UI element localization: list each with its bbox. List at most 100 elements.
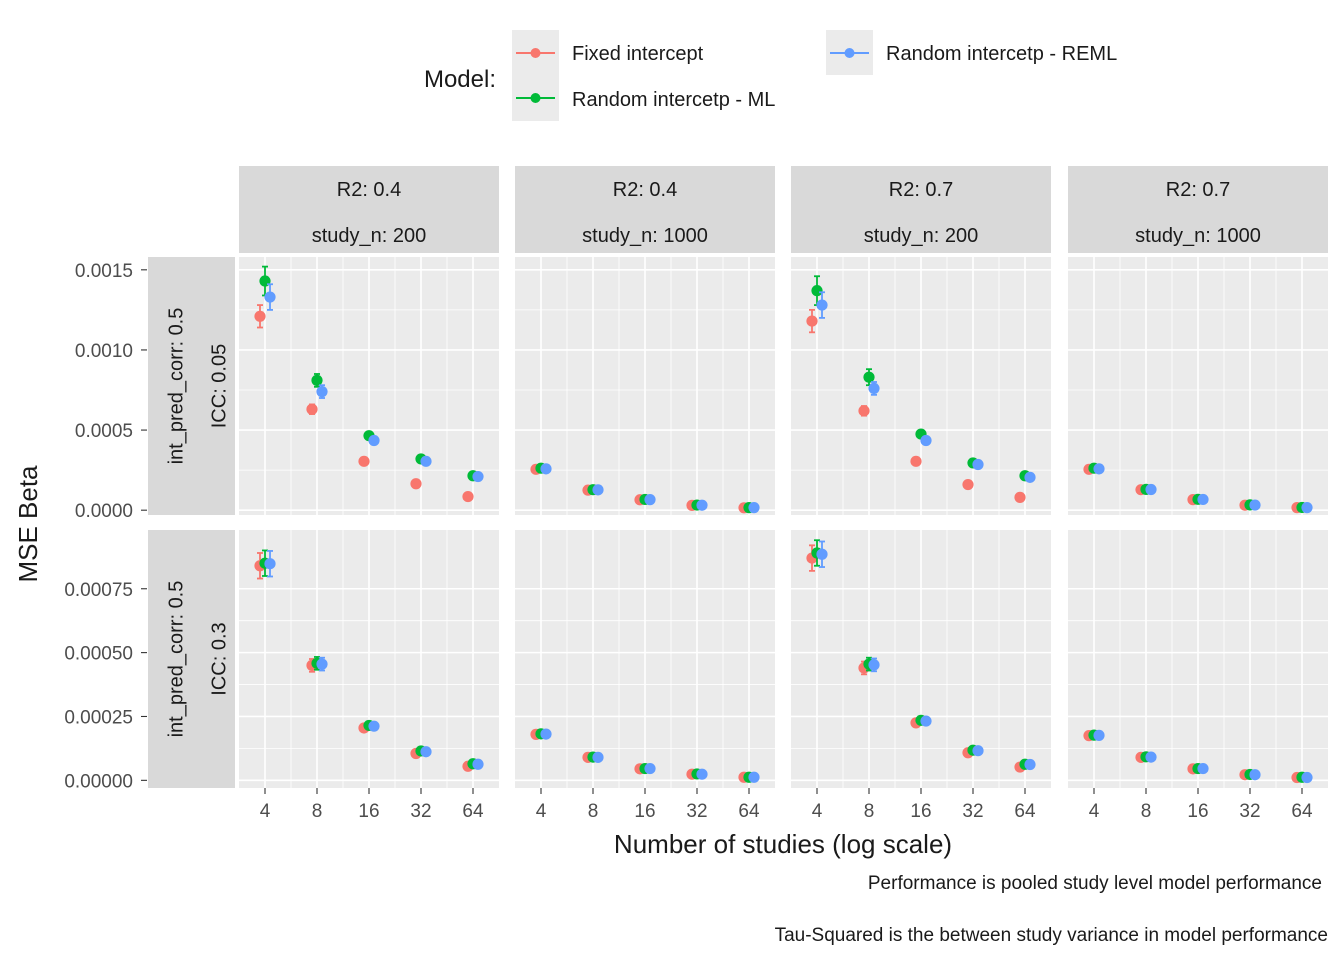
data-point xyxy=(920,434,932,447)
column-strip xyxy=(515,166,775,253)
x-tick-label: 4 xyxy=(260,801,271,822)
data-point xyxy=(1145,483,1157,496)
legend-key-point xyxy=(844,48,855,58)
data-point xyxy=(1197,762,1209,775)
row-strip-label-icc: ICC: 0.3 xyxy=(208,622,230,695)
x-tick-label: 64 xyxy=(1291,801,1313,822)
x-tick-label: 4 xyxy=(536,801,547,822)
data-point xyxy=(306,403,318,415)
data-point xyxy=(972,745,984,757)
x-tick-label: 64 xyxy=(1014,801,1036,822)
x-tick-label: 8 xyxy=(1141,801,1152,822)
column-strip-label-study-n: study_n: 200 xyxy=(312,225,427,247)
x-tick-label: 4 xyxy=(1089,801,1100,822)
x-tick-label: 32 xyxy=(410,801,431,822)
data-point xyxy=(264,558,276,570)
data-point xyxy=(1093,463,1105,475)
legend-label: Fixed intercept xyxy=(572,43,704,65)
data-point xyxy=(462,490,474,503)
y-tick-label: 0.0005 xyxy=(75,421,133,442)
row-strip xyxy=(148,257,235,515)
data-point xyxy=(858,405,870,417)
y-axis-title: MSE Beta xyxy=(13,465,43,583)
column-strip-label-study-n: study_n: 200 xyxy=(864,225,979,247)
legend-key-point xyxy=(530,48,541,58)
data-point xyxy=(368,434,380,447)
x-tick-label: 32 xyxy=(686,801,707,822)
y-tick-label: 0.0015 xyxy=(75,261,133,282)
data-point xyxy=(1014,491,1026,503)
y-tick-label: 0.00075 xyxy=(64,580,133,601)
data-point xyxy=(920,715,932,727)
data-point xyxy=(1145,751,1157,763)
data-point xyxy=(863,371,875,383)
column-strip-label-r2: R2: 0.7 xyxy=(889,179,953,201)
data-point xyxy=(368,720,380,732)
x-tick-label: 64 xyxy=(462,801,484,822)
column-strip xyxy=(1068,166,1328,253)
data-point xyxy=(811,285,823,297)
row-strip-label-icc: ICC: 0.05 xyxy=(208,344,230,428)
data-point xyxy=(868,382,880,395)
data-point xyxy=(696,768,708,780)
data-point xyxy=(1301,502,1313,514)
row-strip-label-corr: int_pred_corr: 0.5 xyxy=(165,308,187,465)
panel xyxy=(1068,257,1328,515)
y-tick-label: 0.00050 xyxy=(64,644,133,665)
data-point xyxy=(472,758,484,770)
x-tick-label: 32 xyxy=(1239,801,1260,822)
legend-entry-random-intercept-ml: Random intercetp - ML xyxy=(516,89,775,111)
column-strip-label-study-n: study_n: 1000 xyxy=(1135,225,1261,247)
data-point xyxy=(358,455,370,467)
data-point xyxy=(868,659,880,671)
data-point xyxy=(264,291,276,303)
y-tick-label: 0.0000 xyxy=(75,501,133,522)
data-point xyxy=(592,751,604,763)
panel xyxy=(515,257,775,515)
data-point xyxy=(1197,493,1209,506)
column-strip-label-r2: R2: 0.4 xyxy=(613,179,677,201)
x-tick-label: 16 xyxy=(634,801,655,822)
legend-title: Model: xyxy=(424,66,496,93)
data-point xyxy=(644,762,656,775)
y-tick-label: 0.0010 xyxy=(75,341,133,362)
data-point xyxy=(316,658,328,670)
x-tick-label: 16 xyxy=(358,801,379,822)
data-point xyxy=(644,494,656,506)
x-tick-label: 16 xyxy=(1187,801,1208,822)
data-point xyxy=(806,315,818,327)
data-point xyxy=(254,310,266,322)
data-point xyxy=(1024,471,1036,483)
data-point xyxy=(592,484,604,496)
x-tick-label: 8 xyxy=(864,801,875,822)
legend-entry-random-intercept-reml: Random intercetp - REML xyxy=(830,43,1117,65)
panel xyxy=(791,257,1051,515)
data-point xyxy=(472,470,484,483)
data-point xyxy=(972,458,984,471)
panel xyxy=(791,530,1051,788)
x-tick-label: 32 xyxy=(962,801,983,822)
data-point xyxy=(540,463,552,475)
panel xyxy=(1068,530,1328,788)
x-tick-label: 16 xyxy=(910,801,931,822)
x-tick-label: 64 xyxy=(738,801,760,822)
panel xyxy=(239,530,499,788)
data-point xyxy=(748,771,760,783)
legend-key-background xyxy=(512,30,559,121)
caption-2: Tau-Squared is the between study varianc… xyxy=(775,925,1328,946)
data-point xyxy=(316,386,328,398)
data-point xyxy=(1249,499,1261,511)
legend-label: Random intercetp - REML xyxy=(886,43,1117,65)
legend: Model: Fixed intercept Random intercetp … xyxy=(424,30,1117,121)
data-point xyxy=(420,455,432,467)
column-strip xyxy=(791,166,1051,253)
data-point xyxy=(816,299,828,311)
row-strip xyxy=(148,530,235,788)
x-tick-label: 8 xyxy=(588,801,599,822)
x-tick-label: 4 xyxy=(812,801,823,822)
data-point xyxy=(1301,771,1313,784)
x-tick-label: 8 xyxy=(312,801,323,822)
data-point xyxy=(1024,758,1036,771)
data-point xyxy=(311,374,323,386)
caption-1: Performance is pooled study level model … xyxy=(868,873,1322,894)
